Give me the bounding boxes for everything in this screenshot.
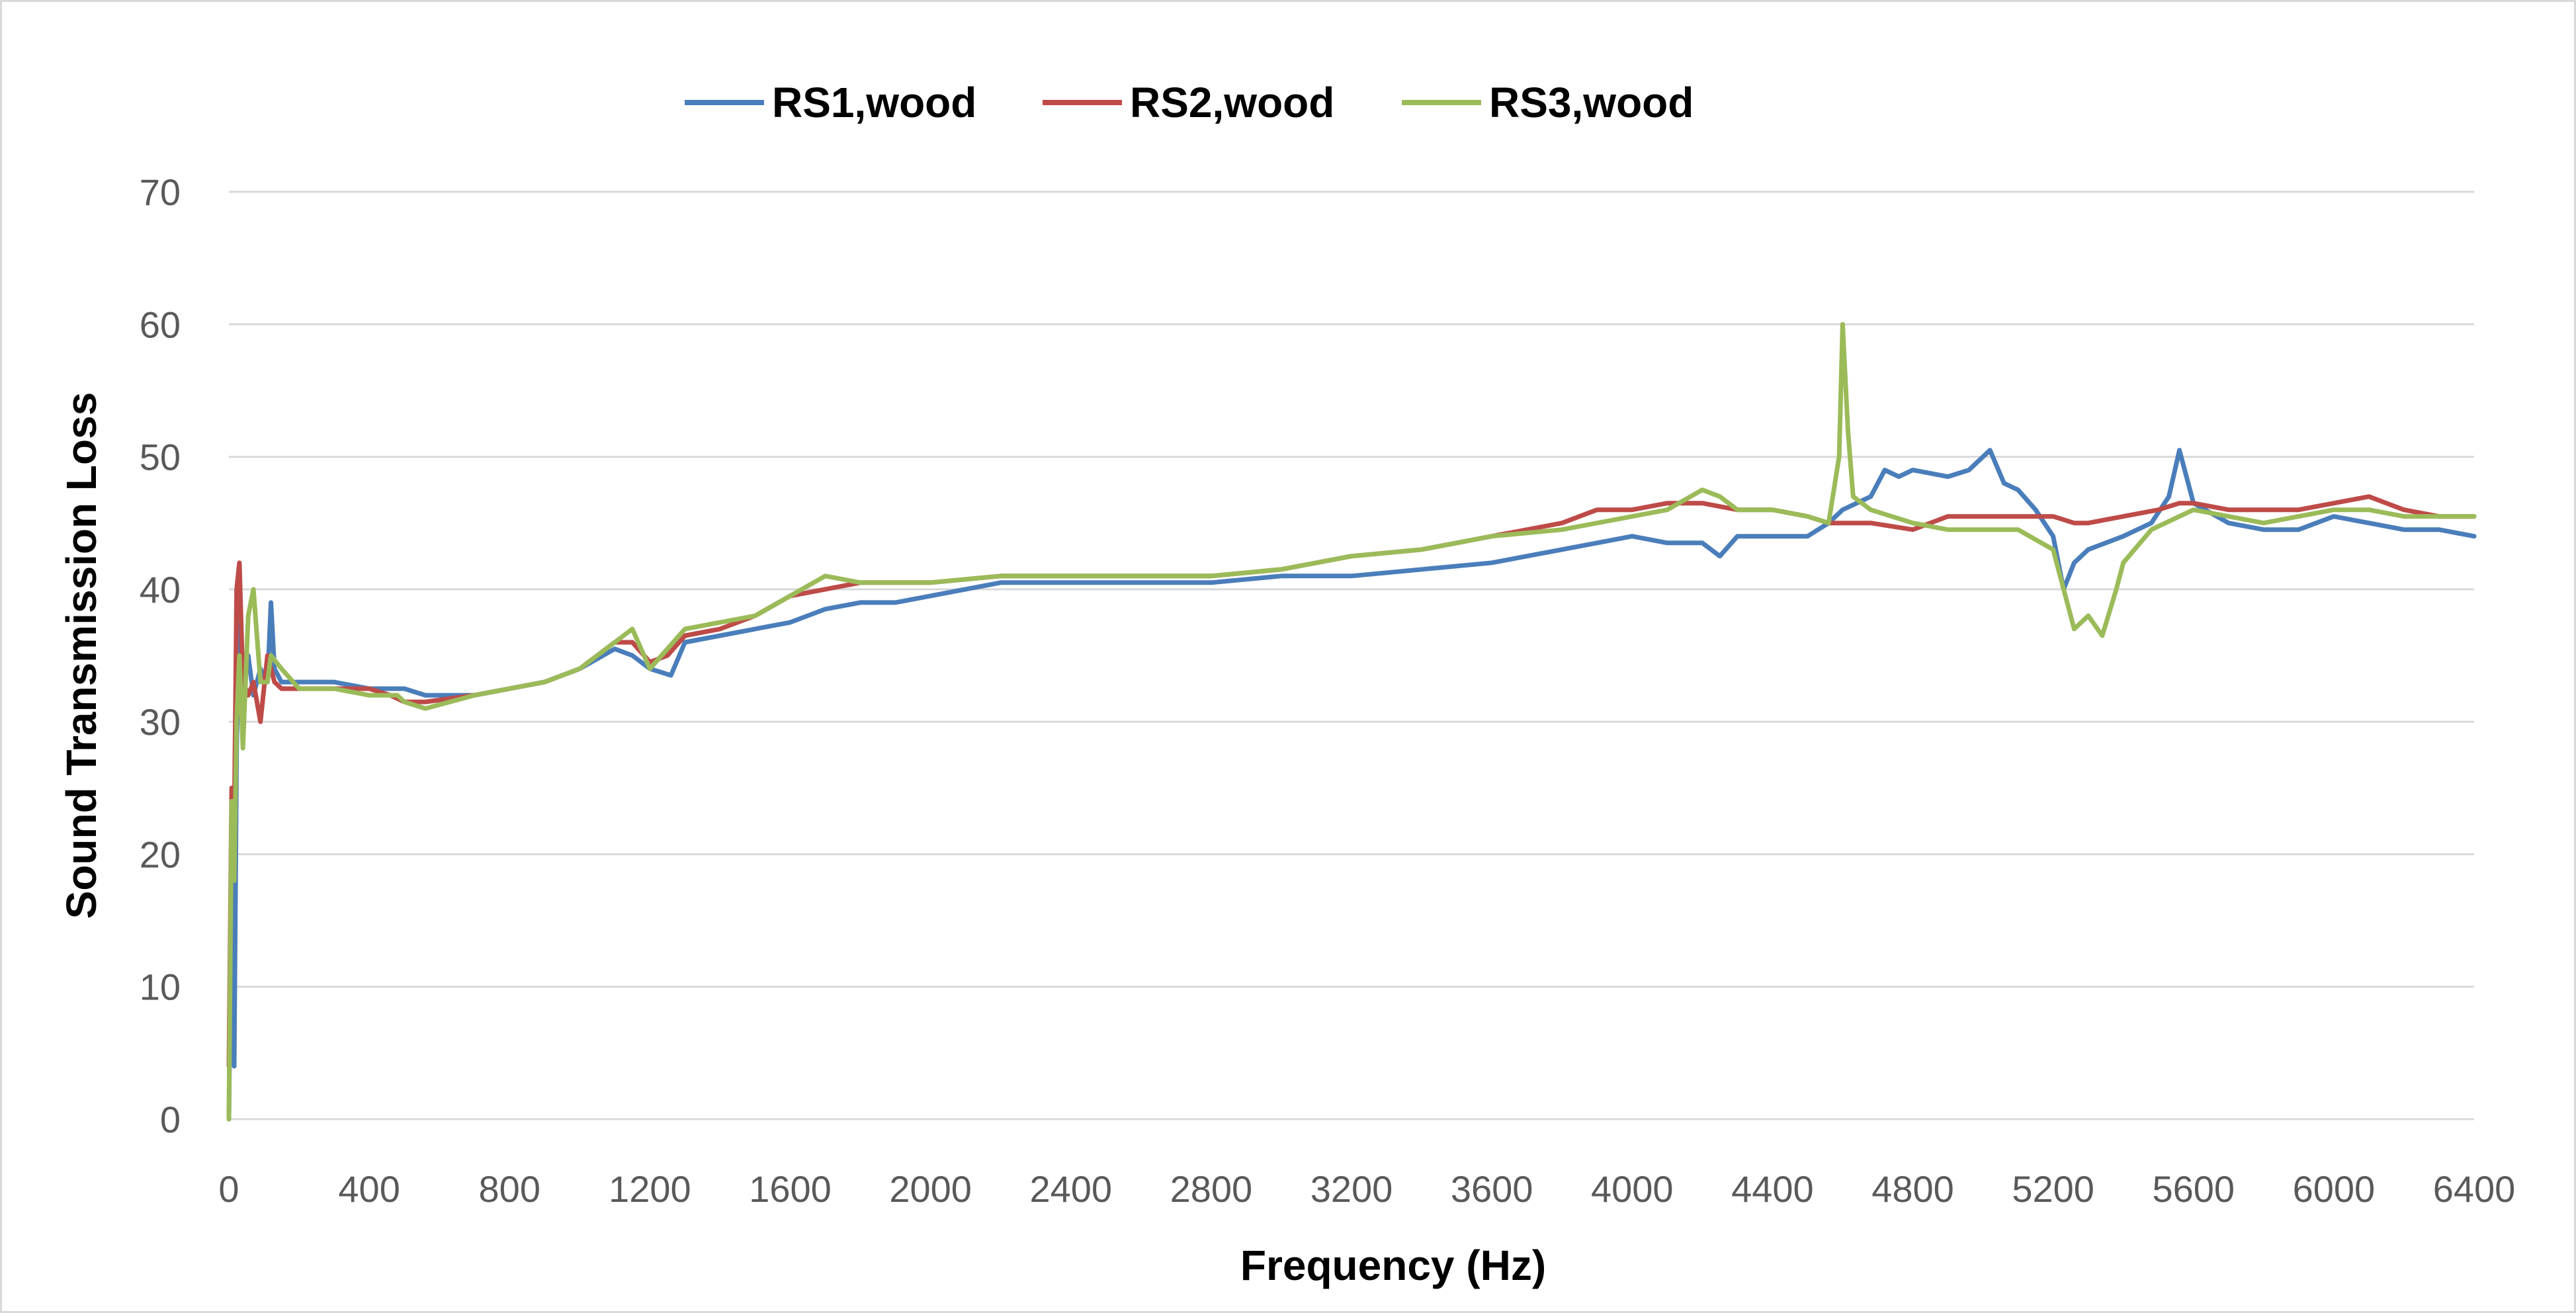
y-tick-label: 70 — [140, 171, 181, 213]
x-tick-label: 4000 — [1591, 1168, 1674, 1210]
x-tick-label: 800 — [479, 1168, 540, 1210]
x-tick-label: 5600 — [2152, 1168, 2235, 1210]
x-tick-label: 6400 — [2433, 1168, 2516, 1210]
x-tick-label: 2800 — [1170, 1168, 1253, 1210]
gridlines — [229, 191, 2474, 1121]
x-tick-label: 4400 — [1731, 1168, 1814, 1210]
x-tick-label: 1200 — [609, 1168, 691, 1210]
x-tick-label: 3600 — [1451, 1168, 1533, 1210]
legend: RS1,wood RS2,wood RS3,wood — [685, 79, 1694, 126]
legend-label-1: RS1,wood — [772, 79, 976, 126]
x-tick-label: 1600 — [749, 1168, 832, 1210]
y-tick-label: 0 — [160, 1099, 181, 1140]
x-tick-label: 5200 — [2012, 1168, 2094, 1210]
y-tick-label: 50 — [140, 437, 181, 478]
y-tick-label: 60 — [140, 304, 181, 345]
legend-label-3: RS3,wood — [1489, 79, 1694, 126]
y-tick-label: 30 — [140, 701, 181, 743]
legend-label-2: RS2,wood — [1130, 79, 1334, 126]
x-tick-label: 4800 — [1871, 1168, 1954, 1210]
x-axis-title: Frequency (Hz) — [1240, 1242, 1546, 1289]
y-tick-label: 40 — [140, 569, 181, 611]
y-tick-label: 10 — [140, 966, 181, 1008]
series-line-2 — [226, 494, 2477, 1069]
y-tick-label: 20 — [140, 833, 181, 875]
series-line-1 — [226, 448, 2477, 1122]
y-axis-ticks: 0 10 20 30 40 50 60 70 — [140, 171, 181, 1140]
series-line-3 — [226, 321, 2477, 1122]
x-tick-label: 6000 — [2293, 1168, 2376, 1210]
series-lines — [226, 321, 2477, 1122]
x-tick-label: 3200 — [1310, 1168, 1393, 1210]
x-tick-label: 0 — [218, 1168, 239, 1210]
y-axis-title: Sound Transmission Loss — [58, 392, 105, 919]
x-tick-label: 2400 — [1029, 1168, 1112, 1210]
x-axis-ticks: 0 400 800 1200 1600 2000 2400 2800 3200 3600 4000 4… — [218, 1168, 2515, 1210]
x-tick-label: 400 — [338, 1168, 400, 1210]
x-tick-label: 2000 — [889, 1168, 972, 1210]
